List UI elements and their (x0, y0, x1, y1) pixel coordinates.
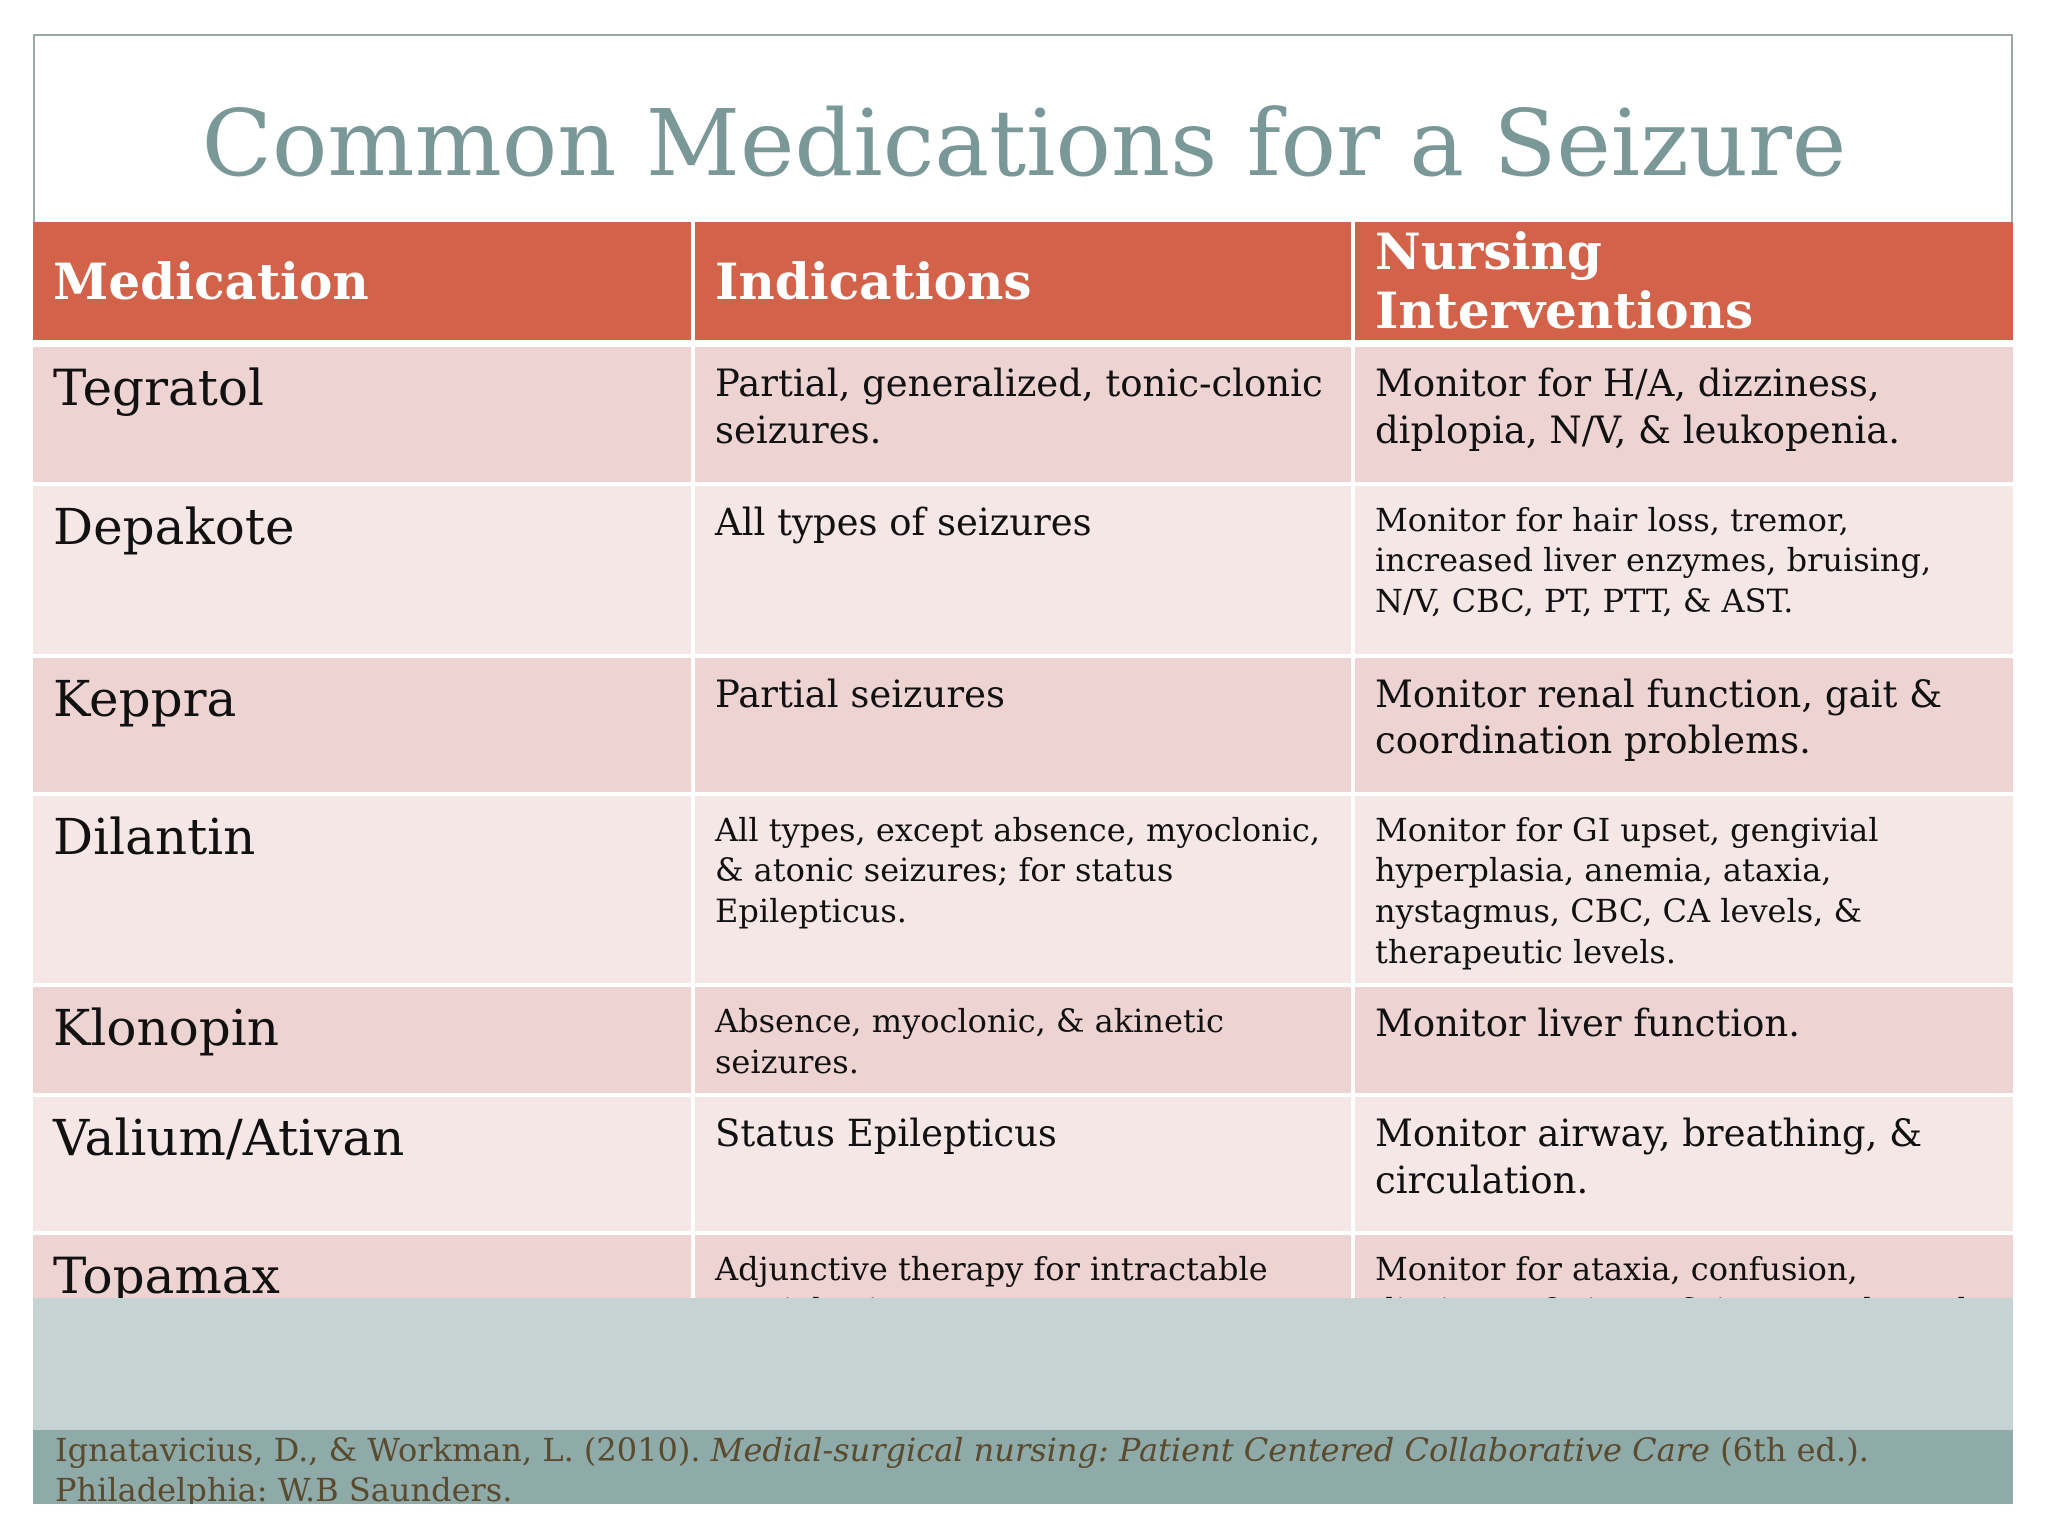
medication-cell: Klonopin (33, 983, 695, 1098)
interventions-cell: Monitor for H/A, dizziness, diplopia, N/… (1351, 342, 2013, 486)
table-row: Dilantin All types, except absence, myoc… (33, 792, 2013, 988)
interventions-cell: Monitor liver function. (1351, 983, 2013, 1098)
indications-cell: Absence, myoclonic, & akinetic seizures. (691, 983, 1355, 1098)
medications-table: Medication Indications Nursing Intervent… (33, 222, 2013, 1387)
medication-cell: Valium/Ativan (33, 1093, 695, 1236)
interventions-cell: Monitor airway, breathing, & circulation… (1351, 1093, 2013, 1236)
medication-cell: Keppra (33, 654, 695, 796)
header-indications: Indications (691, 222, 1355, 347)
indications-cell: All types of seizures (691, 482, 1355, 658)
table-row: Keppra Partial seizures Monitor renal fu… (33, 654, 2013, 796)
header-medication: Medication (33, 222, 695, 347)
citation-book-title: Medial-surgical nursing: Patient Centere… (710, 1431, 1710, 1469)
table-row: Depakote All types of seizures Monitor f… (33, 482, 2013, 658)
citation-publisher: (6th ed.). Philadelphia: W.B Saunders. (55, 1431, 1869, 1504)
indications-cell: Partial seizures (691, 654, 1355, 796)
table-row: Valium/Ativan Status Epilepticus Monitor… (33, 1093, 2013, 1236)
table-header-row: Medication Indications Nursing Intervent… (33, 222, 2013, 347)
medication-cell: Depakote (33, 482, 695, 658)
header-nursing-interventions: Nursing Interventions (1351, 222, 2013, 347)
decorative-band (33, 1298, 2013, 1430)
indications-cell: All types, except absence, myoclonic, & … (691, 792, 1355, 988)
indications-cell: Status Epilepticus (691, 1093, 1355, 1236)
citation-footer: Ignatavicius, D., & Workman, L. (2010). … (33, 1430, 2013, 1504)
interventions-cell: Monitor renal function, gait & coordinat… (1351, 654, 2013, 796)
table-row: Tegratol Partial, generalized, tonic-clo… (33, 342, 2013, 486)
medication-cell: Tegratol (33, 342, 695, 486)
citation-text: Ignatavicius, D., & Workman, L. (2010). … (55, 1430, 1995, 1504)
citation-authors: Ignatavicius, D., & Workman, L. (2010). (55, 1431, 711, 1469)
interventions-cell: Monitor for GI upset, gengivial hyperpla… (1351, 792, 2013, 988)
slide-title: Common Medications for a Seizure (201, 90, 1847, 197)
medication-cell: Dilantin (33, 792, 695, 988)
interventions-cell: Monitor for hair loss, tremor, increased… (1351, 482, 2013, 658)
table-row: Klonopin Absence, myoclonic, & akinetic … (33, 983, 2013, 1098)
indications-cell: Partial, generalized, tonic-clonic seizu… (691, 342, 1355, 486)
